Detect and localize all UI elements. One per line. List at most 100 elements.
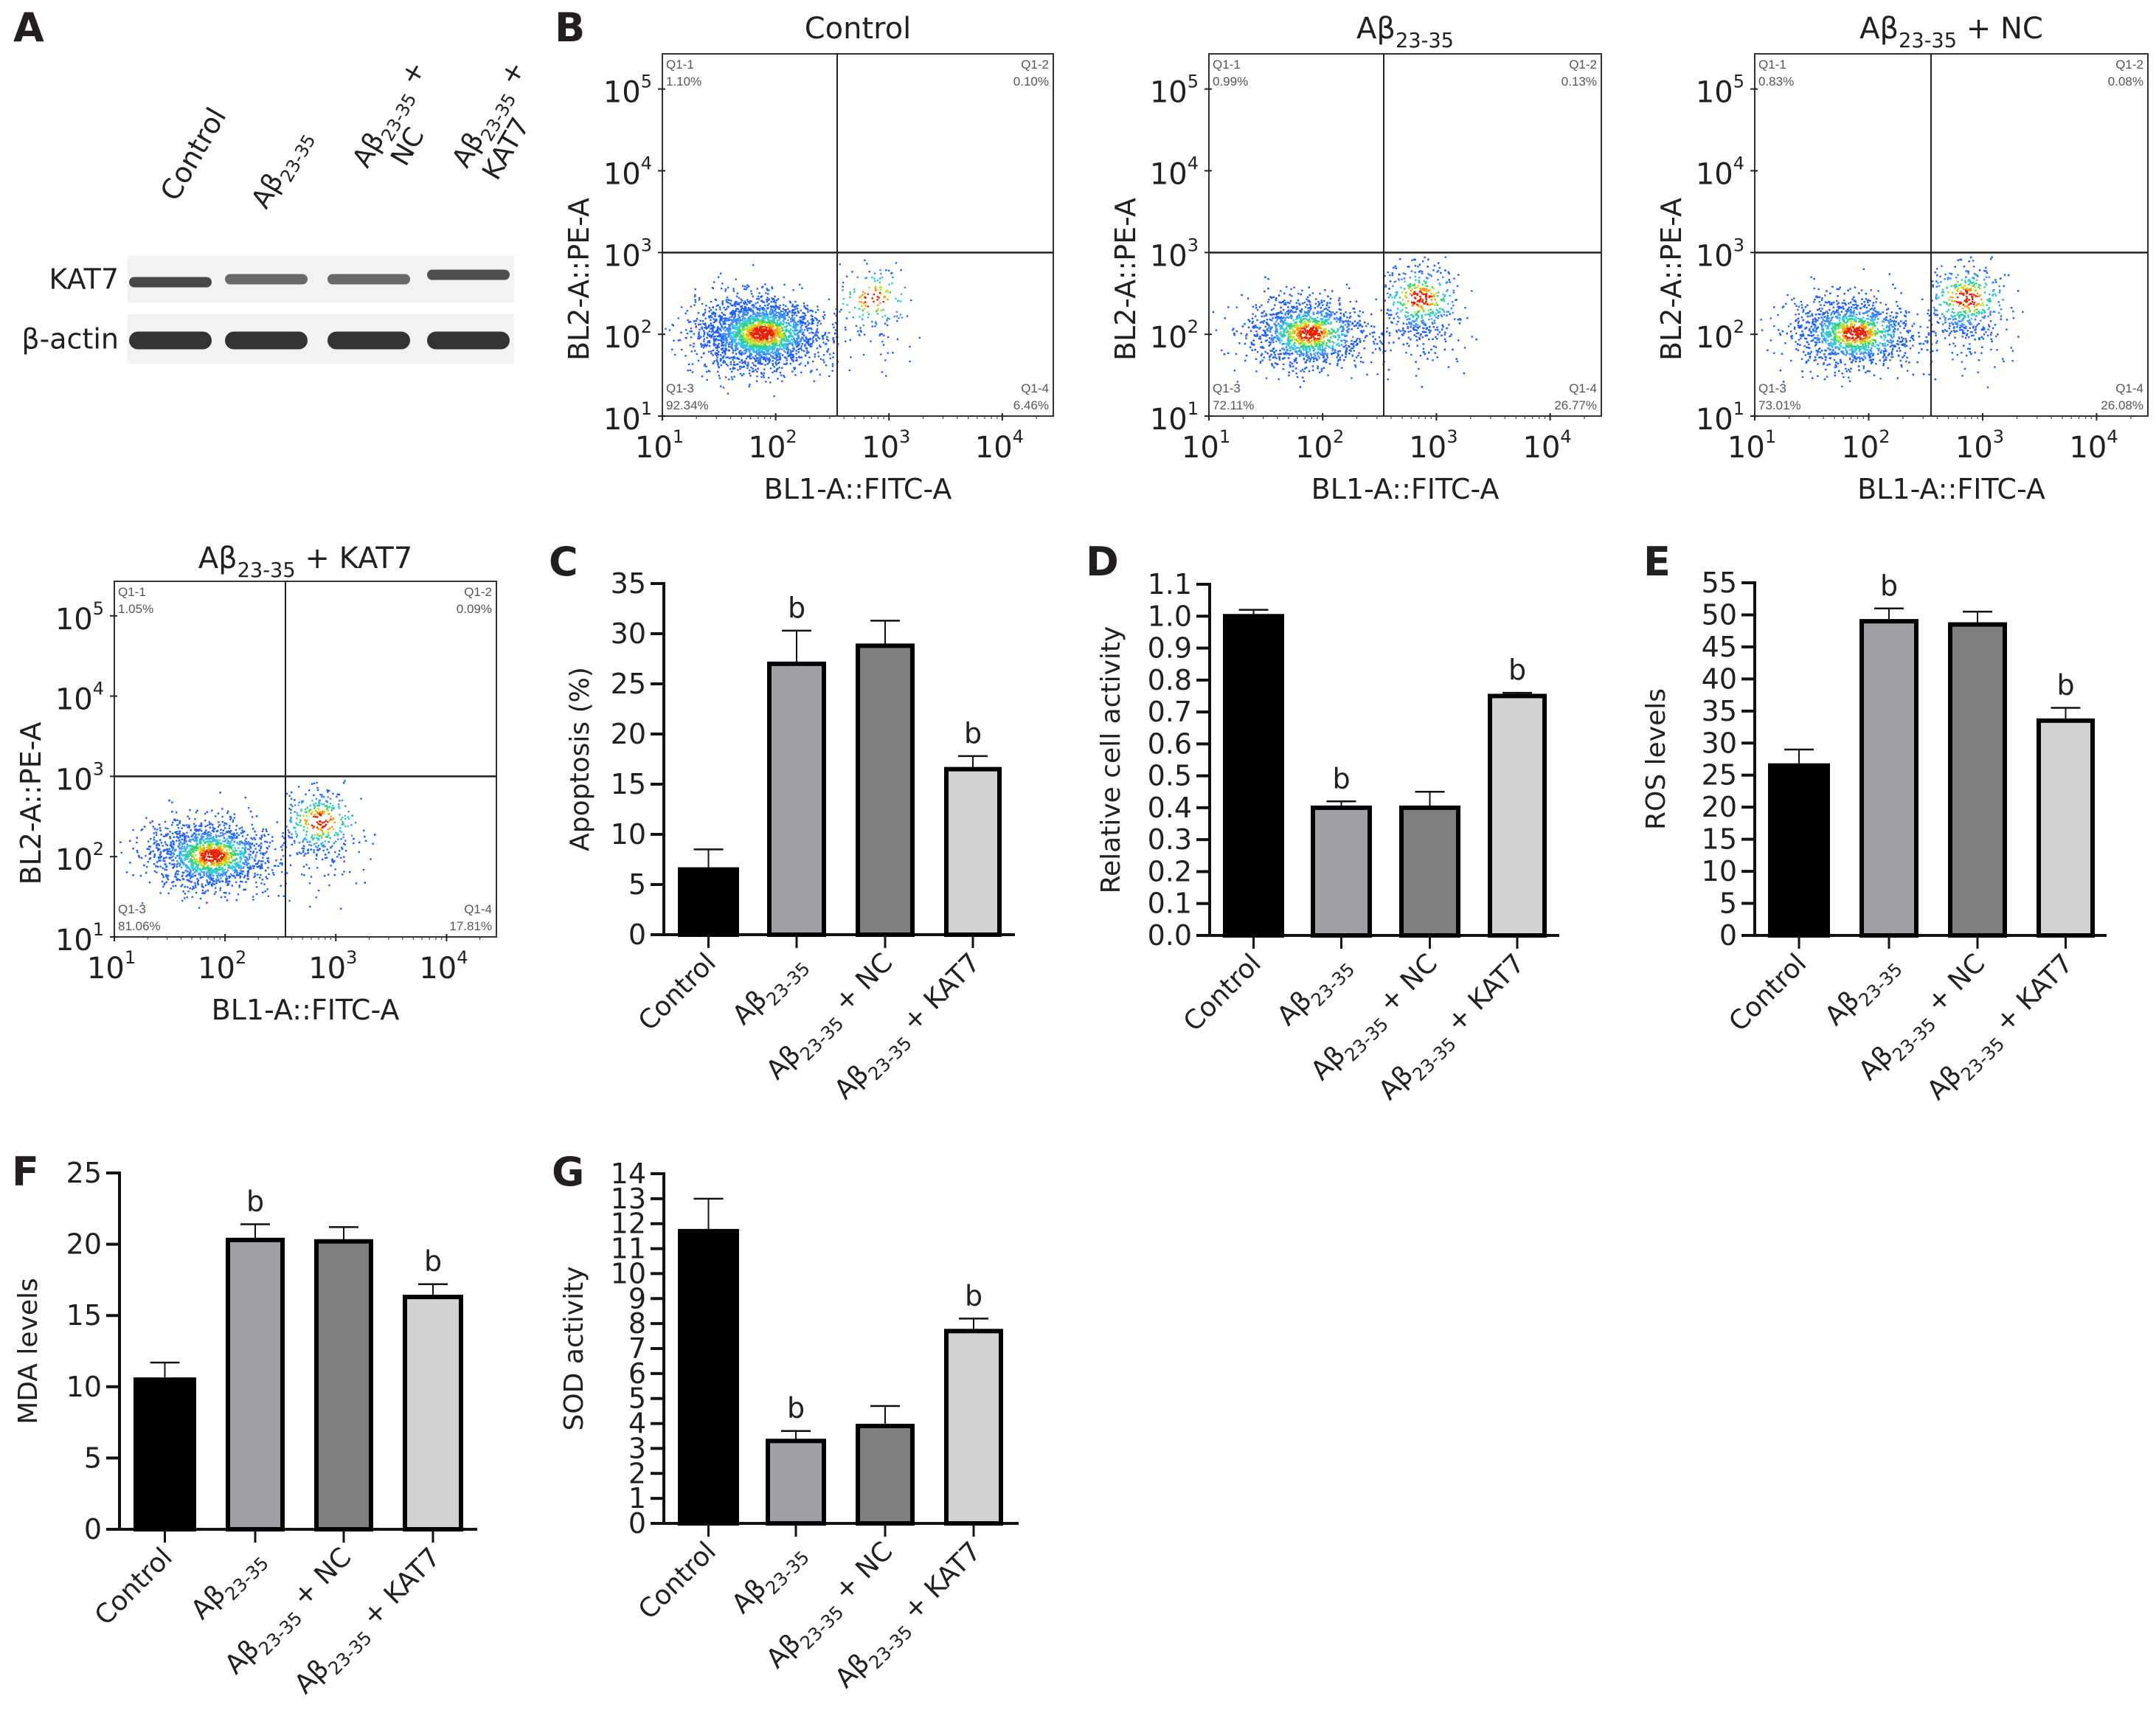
- event-point: [756, 380, 758, 382]
- event-point: [1366, 335, 1368, 337]
- event-point: [803, 315, 805, 318]
- event-point: [1424, 289, 1426, 291]
- event-point: [1286, 330, 1289, 332]
- event-point: [1334, 313, 1336, 315]
- blot-band: [129, 331, 212, 350]
- event-point: [797, 310, 800, 312]
- event-point: [715, 352, 717, 354]
- event-point: [1253, 333, 1255, 336]
- event-point: [753, 333, 755, 336]
- event-point: [839, 263, 841, 266]
- event-point: [727, 318, 729, 320]
- event-point: [750, 366, 752, 369]
- event-point: [778, 316, 780, 319]
- event-point: [1285, 303, 1287, 305]
- event-point: [738, 320, 741, 322]
- event-point: [782, 310, 784, 313]
- event-point: [1256, 350, 1259, 353]
- event-point: [739, 365, 742, 368]
- event-point: [749, 324, 752, 326]
- event-point: [718, 314, 721, 316]
- event-point: [772, 340, 774, 342]
- event-point: [1353, 311, 1356, 314]
- event-point: [790, 353, 793, 356]
- event-point: [1261, 320, 1263, 323]
- event-point: [1416, 303, 1418, 306]
- event-point: [774, 354, 777, 356]
- event-point: [756, 332, 758, 334]
- event-point: [704, 327, 706, 329]
- event-point: [681, 348, 683, 351]
- event-point: [1343, 359, 1345, 361]
- event-point: [715, 319, 718, 322]
- event-point: [1312, 369, 1314, 372]
- event-point: [839, 311, 841, 313]
- event-point: [708, 311, 710, 313]
- event-point: [1314, 333, 1317, 335]
- event-point: [757, 295, 760, 298]
- event-point: [817, 331, 819, 333]
- event-point: [765, 345, 767, 347]
- event-point: [743, 308, 746, 310]
- event-point: [1289, 300, 1292, 302]
- event-point: [744, 307, 746, 309]
- event-point: [1291, 317, 1293, 319]
- event-point: [774, 341, 777, 343]
- event-point: [1430, 295, 1432, 297]
- event-point: [1418, 276, 1421, 279]
- event-point: [783, 375, 785, 377]
- event-point: [746, 331, 749, 334]
- event-point: [1356, 337, 1359, 340]
- event-point: [785, 330, 787, 333]
- event-point: [805, 347, 807, 350]
- event-point: [704, 322, 707, 325]
- event-point: [791, 303, 794, 306]
- event-point: [1302, 318, 1304, 321]
- event-point: [773, 335, 776, 338]
- event-point: [712, 349, 715, 352]
- event-point: [782, 354, 784, 356]
- event-point: [729, 313, 732, 315]
- event-point: [732, 321, 735, 323]
- event-point: [1388, 317, 1390, 319]
- event-point: [680, 331, 682, 333]
- event-point: [780, 344, 783, 346]
- event-point: [793, 339, 796, 342]
- event-point: [1415, 375, 1418, 377]
- event-point: [712, 287, 715, 290]
- event-point: [854, 306, 856, 309]
- event-point: [1355, 300, 1358, 302]
- event-point: [716, 349, 718, 351]
- event-point: [765, 333, 768, 336]
- event-point: [711, 324, 713, 327]
- event-point: [775, 311, 777, 314]
- event-point: [705, 305, 707, 307]
- event-point: [724, 351, 727, 353]
- event-point: [757, 341, 760, 343]
- event-point: [1432, 311, 1435, 314]
- event-point: [774, 313, 776, 316]
- event-point: [788, 342, 791, 345]
- event-point: [786, 322, 788, 324]
- event-point: [751, 344, 754, 346]
- event-point: [1417, 316, 1419, 319]
- event-point: [724, 343, 727, 346]
- event-point: [720, 287, 723, 290]
- event-point: [1312, 350, 1315, 352]
- event-point: [811, 345, 813, 347]
- event-point: [721, 345, 724, 347]
- event-point: [1280, 320, 1283, 322]
- event-point: [805, 336, 807, 339]
- event-point: [1307, 324, 1310, 326]
- event-point: [772, 347, 774, 349]
- event-point: [775, 339, 778, 341]
- event-point: [729, 346, 732, 348]
- event-point: [1289, 353, 1292, 355]
- event-point: [1438, 291, 1440, 294]
- event-point: [751, 309, 754, 311]
- event-point: [694, 299, 696, 301]
- event-point: [1300, 309, 1303, 311]
- event-point: [1306, 311, 1309, 314]
- event-point: [1301, 302, 1304, 305]
- event-point: [788, 340, 791, 342]
